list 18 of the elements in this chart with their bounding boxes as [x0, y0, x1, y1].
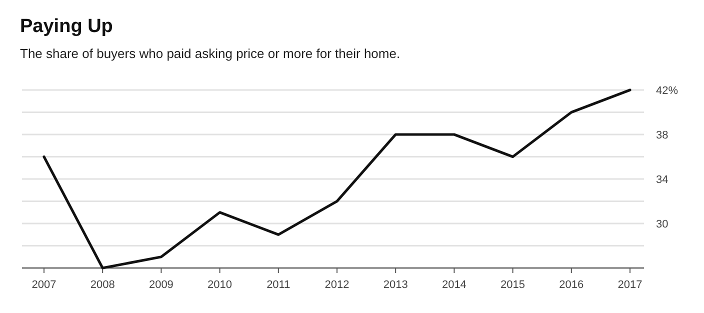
- x-tick-label: 2017: [618, 279, 642, 291]
- chart-title: Paying Up: [20, 16, 113, 37]
- x-tick-label: 2011: [266, 279, 290, 291]
- x-tick-label: 2015: [500, 279, 526, 291]
- x-tick-label: 2016: [559, 279, 584, 291]
- y-tick-label: 38: [656, 129, 668, 142]
- x-tick-label: 2010: [208, 279, 232, 291]
- x-tick-label: 2009: [148, 279, 174, 291]
- x-tick-label: 2007: [32, 279, 56, 291]
- chart-subtitle: The share of buyers who paid asking price or more for their home.: [20, 46, 400, 61]
- x-tick-label: 2012: [324, 279, 350, 291]
- x-tick-label: 2008: [90, 279, 115, 291]
- y-tick-label: 42%: [656, 84, 678, 97]
- x-tick-label: 2013: [383, 279, 408, 291]
- y-tick-label: 30: [656, 218, 668, 230]
- y-tick-label: 34: [656, 174, 668, 186]
- x-tick-label: 2014: [442, 279, 466, 291]
- line-series: [42, 88, 632, 270]
